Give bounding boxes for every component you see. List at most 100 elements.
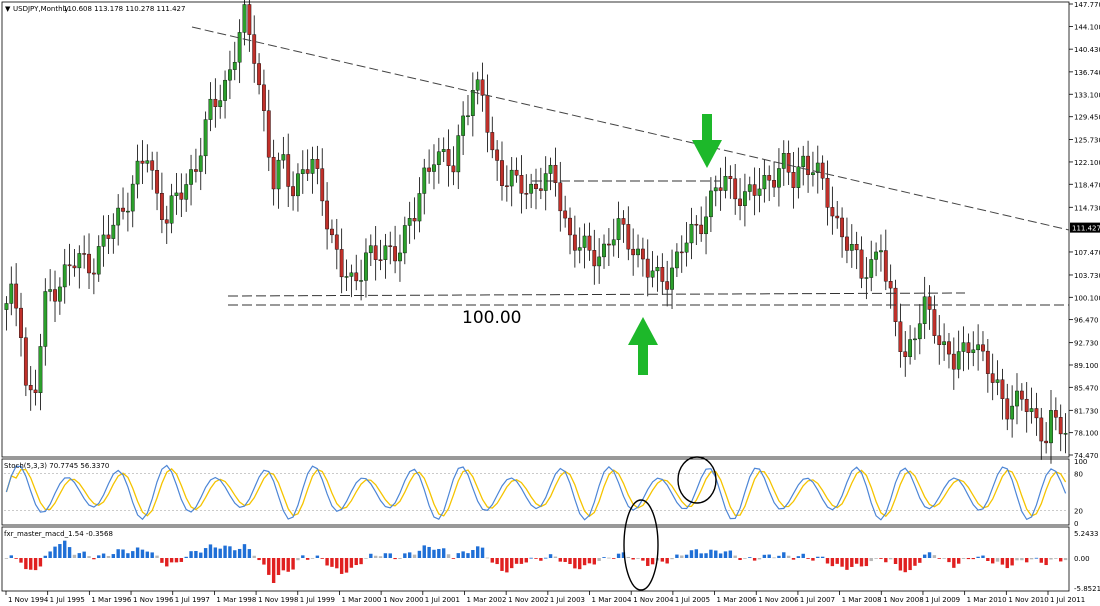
candle <box>291 186 295 197</box>
candle <box>67 264 72 267</box>
x-tick-label: 1 Mar 2000 <box>341 596 381 604</box>
candle <box>927 296 932 310</box>
candle <box>500 160 504 186</box>
candle <box>82 253 87 255</box>
candle <box>427 167 432 172</box>
macd-bar <box>364 558 368 559</box>
candle <box>990 373 995 383</box>
macd-bar <box>825 558 830 564</box>
x-tick-label: 1 Mar 2008 <box>842 596 882 604</box>
y-tick-label: 103.730 <box>1074 272 1100 280</box>
candle <box>806 155 810 175</box>
candle <box>869 259 874 278</box>
macd-bar <box>403 553 407 558</box>
candle <box>747 184 752 192</box>
macd-bar <box>1059 558 1063 562</box>
macd-bar <box>660 558 665 562</box>
candle <box>883 250 888 282</box>
candle <box>820 162 825 179</box>
highlight-circle-bottom <box>623 499 659 591</box>
macd-bar <box>237 548 242 558</box>
candle <box>320 168 325 202</box>
macd-bar <box>320 558 324 559</box>
candle <box>534 183 538 189</box>
stoch-signal-line <box>5 468 1067 518</box>
macd-bar <box>223 545 227 558</box>
candle <box>495 149 500 161</box>
time-axis: 1 Nov 1994 1 Jul 1995 1 Mar 1996 1 Nov 1996… <box>5 591 1085 604</box>
macd-bar <box>539 558 543 561</box>
candle <box>864 277 869 279</box>
annotations: 100.00 <box>191 26 1070 375</box>
candle <box>422 167 427 194</box>
highlight-circle-top <box>677 456 717 504</box>
candle <box>694 223 699 226</box>
candle <box>33 389 38 394</box>
candle <box>942 341 947 345</box>
x-tick-label: 1 Jul 2011 <box>1050 596 1085 604</box>
macd-bar <box>233 550 237 558</box>
macd-bar <box>786 555 791 558</box>
candle <box>626 224 631 250</box>
macd-bar <box>184 556 188 558</box>
macd-bar <box>942 558 946 559</box>
candle <box>436 151 441 165</box>
candle <box>446 149 451 167</box>
candle <box>709 190 713 218</box>
macd-bar <box>373 555 378 558</box>
candle <box>28 385 33 391</box>
candle <box>368 245 373 254</box>
candle <box>854 244 859 251</box>
candle <box>718 187 723 191</box>
candle <box>660 267 665 282</box>
macd-bar <box>1054 558 1058 559</box>
y-tick-label: 129.450 <box>1074 114 1100 122</box>
candle <box>874 251 878 260</box>
candle <box>359 280 363 282</box>
macd-bar <box>4 558 9 559</box>
candle <box>9 283 14 304</box>
macd-bar <box>67 547 72 558</box>
candle <box>606 243 611 246</box>
candle <box>470 90 475 116</box>
macd-bar <box>626 556 631 558</box>
macd-bar <box>650 558 655 565</box>
candle <box>1029 408 1034 412</box>
macd-bar <box>228 546 232 558</box>
macd-bar <box>437 548 441 558</box>
macd-bar <box>752 558 757 561</box>
candle <box>1044 440 1049 444</box>
macd-bar <box>1025 558 1029 563</box>
stochastic-indicator: 100 80 20 0 <box>4 458 1087 528</box>
macd-bar <box>427 546 431 558</box>
trendline <box>191 26 1070 231</box>
macd-bar <box>310 558 315 559</box>
stoch-tick-label: 80 <box>1074 470 1083 478</box>
macd-bar <box>913 558 917 566</box>
macd-bar <box>510 558 514 569</box>
macd-bar <box>174 558 179 563</box>
candle <box>572 234 577 251</box>
macd-bar <box>1049 558 1053 560</box>
macd-bar <box>495 558 499 565</box>
candle <box>266 110 271 158</box>
macd-bar <box>607 557 611 559</box>
macd-tick-label: 5.2433 <box>1074 530 1099 538</box>
macd-bar <box>111 554 116 558</box>
macd-bar <box>995 558 1000 562</box>
macd-bar <box>971 558 975 560</box>
macd-bar <box>252 555 256 558</box>
macd-bar <box>315 555 320 558</box>
macd-bar <box>534 558 538 559</box>
candle <box>728 176 733 179</box>
macd-bar <box>330 558 334 567</box>
y-tick-label: 144.100 <box>1074 24 1100 32</box>
macd-bar <box>480 547 485 558</box>
candle <box>543 173 548 191</box>
candle <box>48 289 53 292</box>
macd-bar <box>393 558 397 560</box>
macd-bar <box>641 558 645 561</box>
candle <box>568 217 572 236</box>
candle <box>509 169 514 187</box>
candle <box>840 217 844 238</box>
